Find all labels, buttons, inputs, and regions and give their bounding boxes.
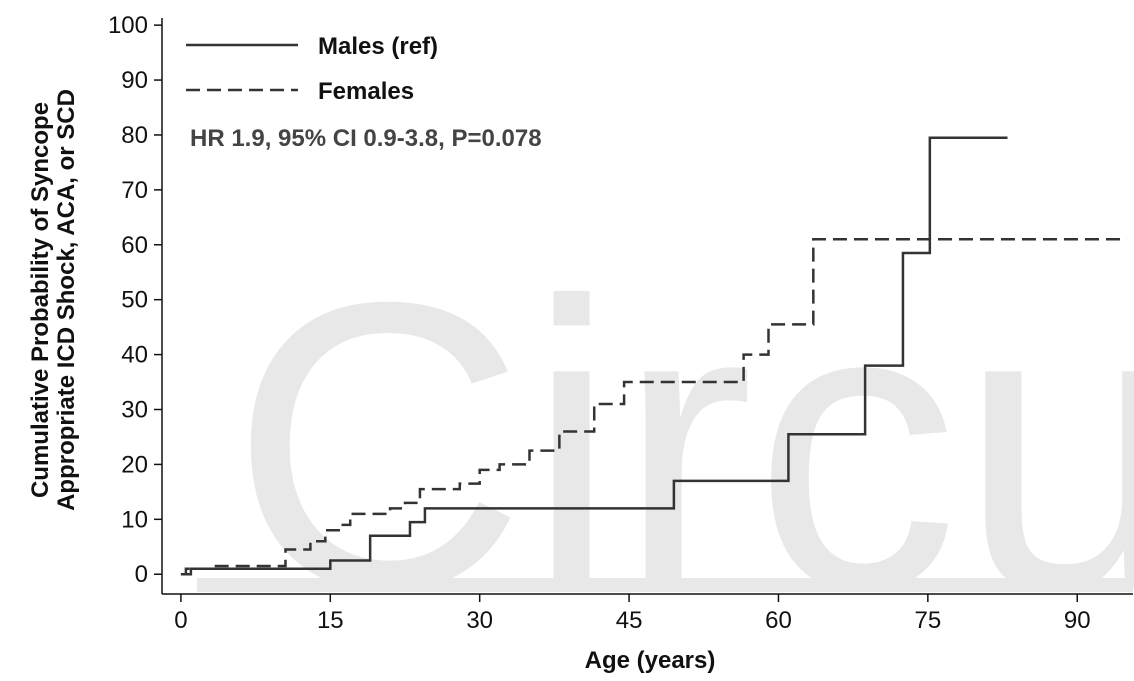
x-tick-label: 30 xyxy=(466,607,493,634)
y-tick-label: 60 xyxy=(121,232,148,259)
y-tick-label: 0 xyxy=(135,561,148,588)
y-axis-label: Appropriate ICD Shock, ACA, or SCD xyxy=(53,89,80,511)
legend-label: Females xyxy=(318,78,414,105)
y-tick-label: 70 xyxy=(121,177,148,204)
watermark-band xyxy=(197,578,1133,592)
x-tick-label: 75 xyxy=(914,607,941,634)
y-tick-label: 50 xyxy=(121,287,148,314)
y-tick-label: 90 xyxy=(121,67,148,94)
annotation: HR 1.9, 95% CI 0.9-3.8, P=0.078 xyxy=(190,125,542,152)
x-tick-label: 45 xyxy=(616,607,643,634)
x-tick-label: 0 xyxy=(174,607,187,634)
y-axis-label: Cumulative Probability of Syncope xyxy=(27,102,54,498)
x-tick-label: 90 xyxy=(1064,607,1091,634)
y-tick-label: 40 xyxy=(121,342,148,369)
y-tick-label: 100 xyxy=(108,12,148,39)
x-axis-label: Age (years) xyxy=(585,647,716,674)
x-tick-label: 60 xyxy=(765,607,792,634)
step-line xyxy=(180,136,1008,576)
legend-label: Males (ref) xyxy=(318,33,438,60)
x-tick-label: 15 xyxy=(317,607,344,634)
y-tick-label: 10 xyxy=(121,506,148,533)
step-line xyxy=(180,238,1128,576)
y-tick-label: 20 xyxy=(121,451,148,478)
y-tick-label: 80 xyxy=(121,122,148,149)
watermark: Circu xyxy=(230,217,1134,675)
y-tick-label: 30 xyxy=(121,397,148,424)
